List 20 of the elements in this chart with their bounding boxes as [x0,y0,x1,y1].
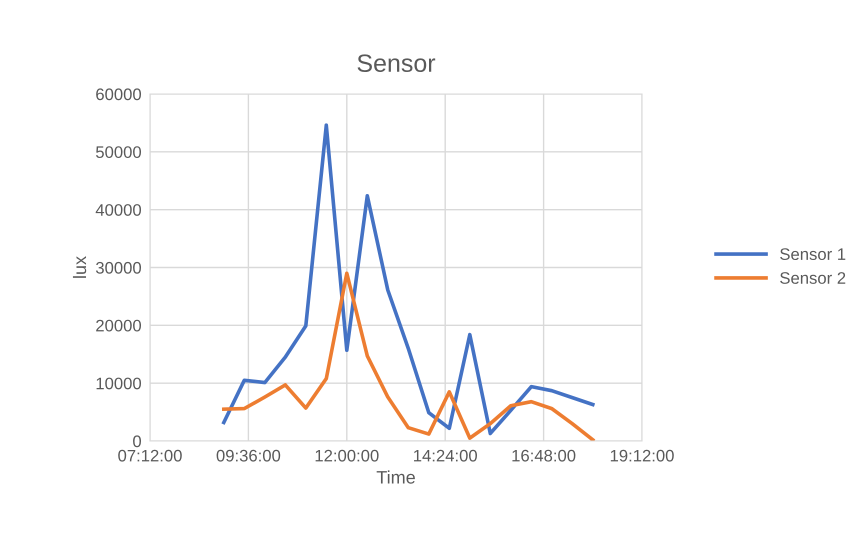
legend-label: Sensor 2 [780,272,846,284]
y-tick-label: 50000 [96,146,142,158]
y-tick-label: 0 [133,435,142,448]
x-tick-label: 07:12:00 [118,450,182,462]
y-tick-label: 60000 [96,88,142,100]
y-axis-title: lux [72,256,86,278]
y-tick-label: 40000 [96,204,142,216]
legend-label: Sensor 1 [780,248,846,260]
x-tick-label: 12:00:00 [316,450,379,462]
x-tick-label: 16:48:00 [512,450,576,462]
y-tick-label: 10000 [96,378,142,390]
line-series [222,271,595,441]
chart-title: Sensor [358,54,436,72]
line-series [222,123,595,436]
x-tick-label: 14:24:00 [414,450,477,462]
x-axis-title: Time [376,470,415,484]
x-tick-label: 19:12:00 [610,450,674,462]
y-tick-label: 30000 [96,262,142,274]
x-tick-label: 09:36:00 [216,450,280,462]
y-tick-label: 20000 [96,320,142,332]
